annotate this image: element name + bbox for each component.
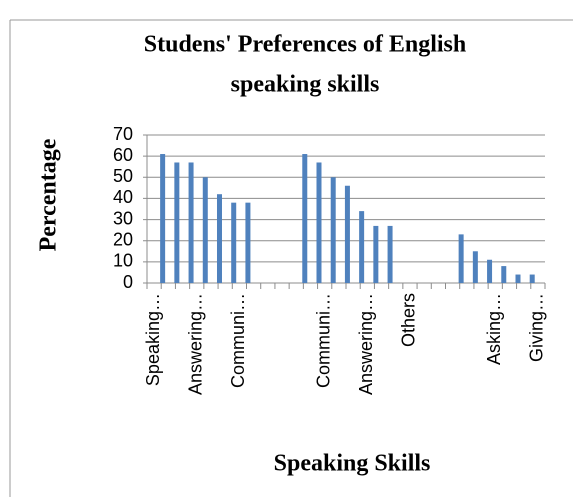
x-tick-label: Communi…	[313, 293, 333, 388]
y-tick-label: 0	[123, 272, 133, 292]
bar	[174, 162, 180, 283]
bar	[458, 234, 464, 283]
bar	[245, 202, 251, 283]
y-tick-label: 70	[113, 124, 133, 144]
bar	[330, 177, 336, 283]
bar	[160, 154, 166, 283]
y-tick-label: 60	[113, 145, 133, 165]
chart-title: Studens' Preferences of English	[144, 32, 466, 58]
bar	[515, 274, 521, 283]
bar	[188, 162, 194, 283]
bar	[302, 154, 308, 283]
y-tick-label: 30	[113, 208, 133, 228]
bar	[316, 162, 322, 283]
bar	[373, 225, 379, 283]
bar	[231, 202, 237, 283]
bar	[529, 274, 535, 283]
bar	[344, 185, 350, 283]
bar	[202, 177, 208, 283]
bar	[359, 211, 365, 283]
x-tick-label: Giving…	[527, 293, 547, 362]
bar	[387, 225, 393, 283]
bar	[216, 194, 222, 283]
y-tick-label: 10	[113, 251, 133, 271]
x-tick-label: Speaking…	[143, 293, 163, 386]
bar	[472, 251, 478, 283]
x-tick-label: Asking…	[484, 293, 504, 365]
x-tick-label: Others	[399, 293, 419, 347]
x-axis-label: Speaking Skills	[274, 451, 431, 477]
chart-title: speaking skills	[231, 72, 380, 98]
y-tick-label: 20	[113, 229, 133, 249]
y-tick-label: 50	[113, 166, 133, 186]
x-tick-label: Answering…	[186, 293, 206, 395]
x-tick-label: Answering…	[356, 293, 376, 395]
y-tick-label: 40	[113, 187, 133, 207]
bar	[487, 259, 493, 283]
x-tick-label: Communi…	[228, 293, 248, 388]
bar	[501, 266, 507, 283]
y-axis-label: Percentage	[36, 138, 62, 251]
